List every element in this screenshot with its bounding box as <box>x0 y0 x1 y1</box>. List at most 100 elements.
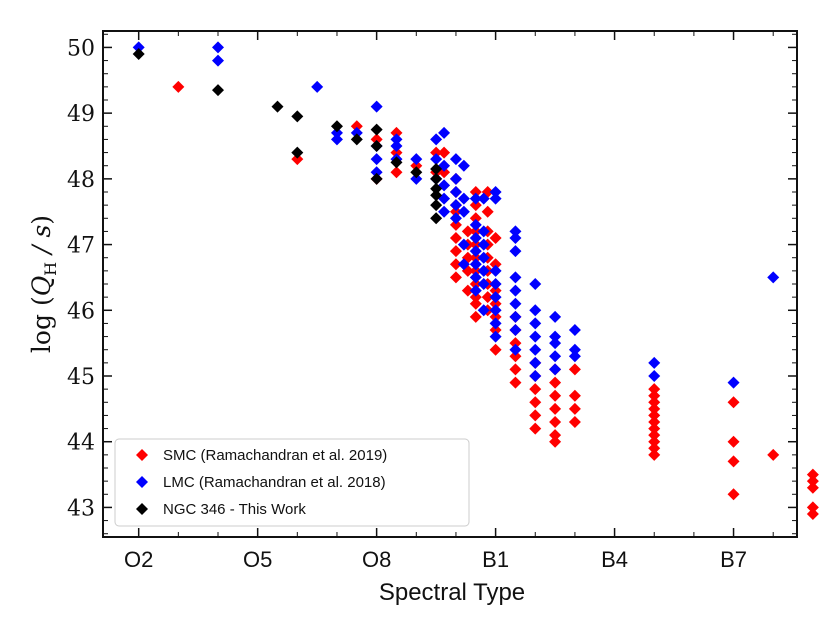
data-point <box>806 475 819 488</box>
x-axis-title: Spectral Type <box>379 579 525 606</box>
data-point <box>806 481 819 494</box>
legend-marker <box>136 449 148 461</box>
data-point <box>489 264 502 277</box>
data-point <box>489 284 502 297</box>
data-point <box>509 245 522 258</box>
legend-box <box>114 438 470 527</box>
data-point <box>529 343 542 356</box>
data-point <box>648 416 661 428</box>
data-point <box>648 396 661 409</box>
data-point <box>727 396 740 409</box>
data-point <box>489 278 502 290</box>
data-point <box>477 304 490 317</box>
data-point <box>449 153 462 166</box>
data-point <box>430 199 443 212</box>
data-point <box>449 186 462 198</box>
x-tick-label: O5 <box>243 547 272 572</box>
data-point <box>529 304 542 317</box>
data-point <box>390 133 403 146</box>
data-point <box>457 192 470 205</box>
data-point <box>568 363 581 376</box>
data-point <box>529 330 542 343</box>
data-point <box>489 324 502 336</box>
data-point <box>481 291 494 304</box>
data-point <box>489 317 502 330</box>
data-point <box>509 284 522 297</box>
data-point <box>430 182 443 195</box>
data-point <box>509 337 522 350</box>
data-point <box>461 225 474 238</box>
data-point <box>509 297 522 310</box>
data-point <box>648 409 661 422</box>
data-point <box>370 123 383 136</box>
data-point <box>438 126 451 139</box>
data-point <box>430 172 443 185</box>
data-point <box>430 189 443 202</box>
data-point <box>648 383 661 396</box>
data-point <box>457 205 470 218</box>
data-point <box>489 186 502 198</box>
data-point <box>477 278 490 290</box>
data-point <box>350 126 363 139</box>
data-point <box>390 146 403 159</box>
data-point <box>806 508 819 520</box>
data-point <box>509 376 522 389</box>
data-point <box>469 264 482 277</box>
data-point <box>430 146 443 159</box>
data-point <box>568 324 581 336</box>
series-1 <box>132 41 780 389</box>
data-point <box>271 100 284 113</box>
x-tick-label: B1 <box>482 547 509 572</box>
data-point <box>449 212 462 225</box>
y-tick-label: 48 <box>67 168 95 193</box>
data-point <box>469 218 482 231</box>
data-point <box>509 271 522 284</box>
data-point <box>568 350 581 363</box>
y-tick-label: 49 <box>67 102 95 127</box>
data-point <box>469 271 482 284</box>
data-point <box>549 330 562 343</box>
data-point <box>469 297 482 310</box>
data-point <box>430 133 443 146</box>
data-point <box>438 146 451 159</box>
data-point <box>291 153 304 166</box>
data-point <box>461 284 474 297</box>
data-point <box>648 356 661 369</box>
data-point <box>469 192 482 205</box>
data-point <box>449 271 462 284</box>
data-point <box>390 166 403 179</box>
data-point <box>469 284 482 297</box>
data-point <box>469 212 482 225</box>
data-point <box>509 225 522 238</box>
data-point <box>529 278 542 290</box>
data-point <box>549 389 562 402</box>
data-point <box>457 159 470 172</box>
data-point <box>489 258 502 271</box>
data-point <box>350 133 363 146</box>
data-point <box>648 429 661 442</box>
data-point <box>529 422 542 435</box>
data-point <box>457 258 470 271</box>
data-point <box>549 416 562 428</box>
x-tick-label: O2 <box>124 547 153 572</box>
x-tick-label: B4 <box>601 547 628 572</box>
legend-label: NGC 346 - This Work <box>163 501 306 518</box>
data-point <box>350 120 363 133</box>
data-point <box>549 435 562 448</box>
y-tick-label: 46 <box>67 299 95 324</box>
data-point <box>449 199 462 212</box>
x-tick-label: O8 <box>362 547 391 572</box>
data-point <box>311 80 324 93</box>
data-point <box>489 297 502 310</box>
data-point <box>549 376 562 389</box>
data-point <box>390 156 403 169</box>
legend-marker <box>136 503 148 515</box>
data-point <box>469 238 482 251</box>
data-point <box>767 271 780 284</box>
x-tick-labels: O2 O5 O8 B1 B4 B7 <box>124 547 747 572</box>
data-point <box>648 370 661 382</box>
data-point <box>489 343 502 356</box>
data-point <box>469 186 482 198</box>
data-point <box>648 402 661 415</box>
